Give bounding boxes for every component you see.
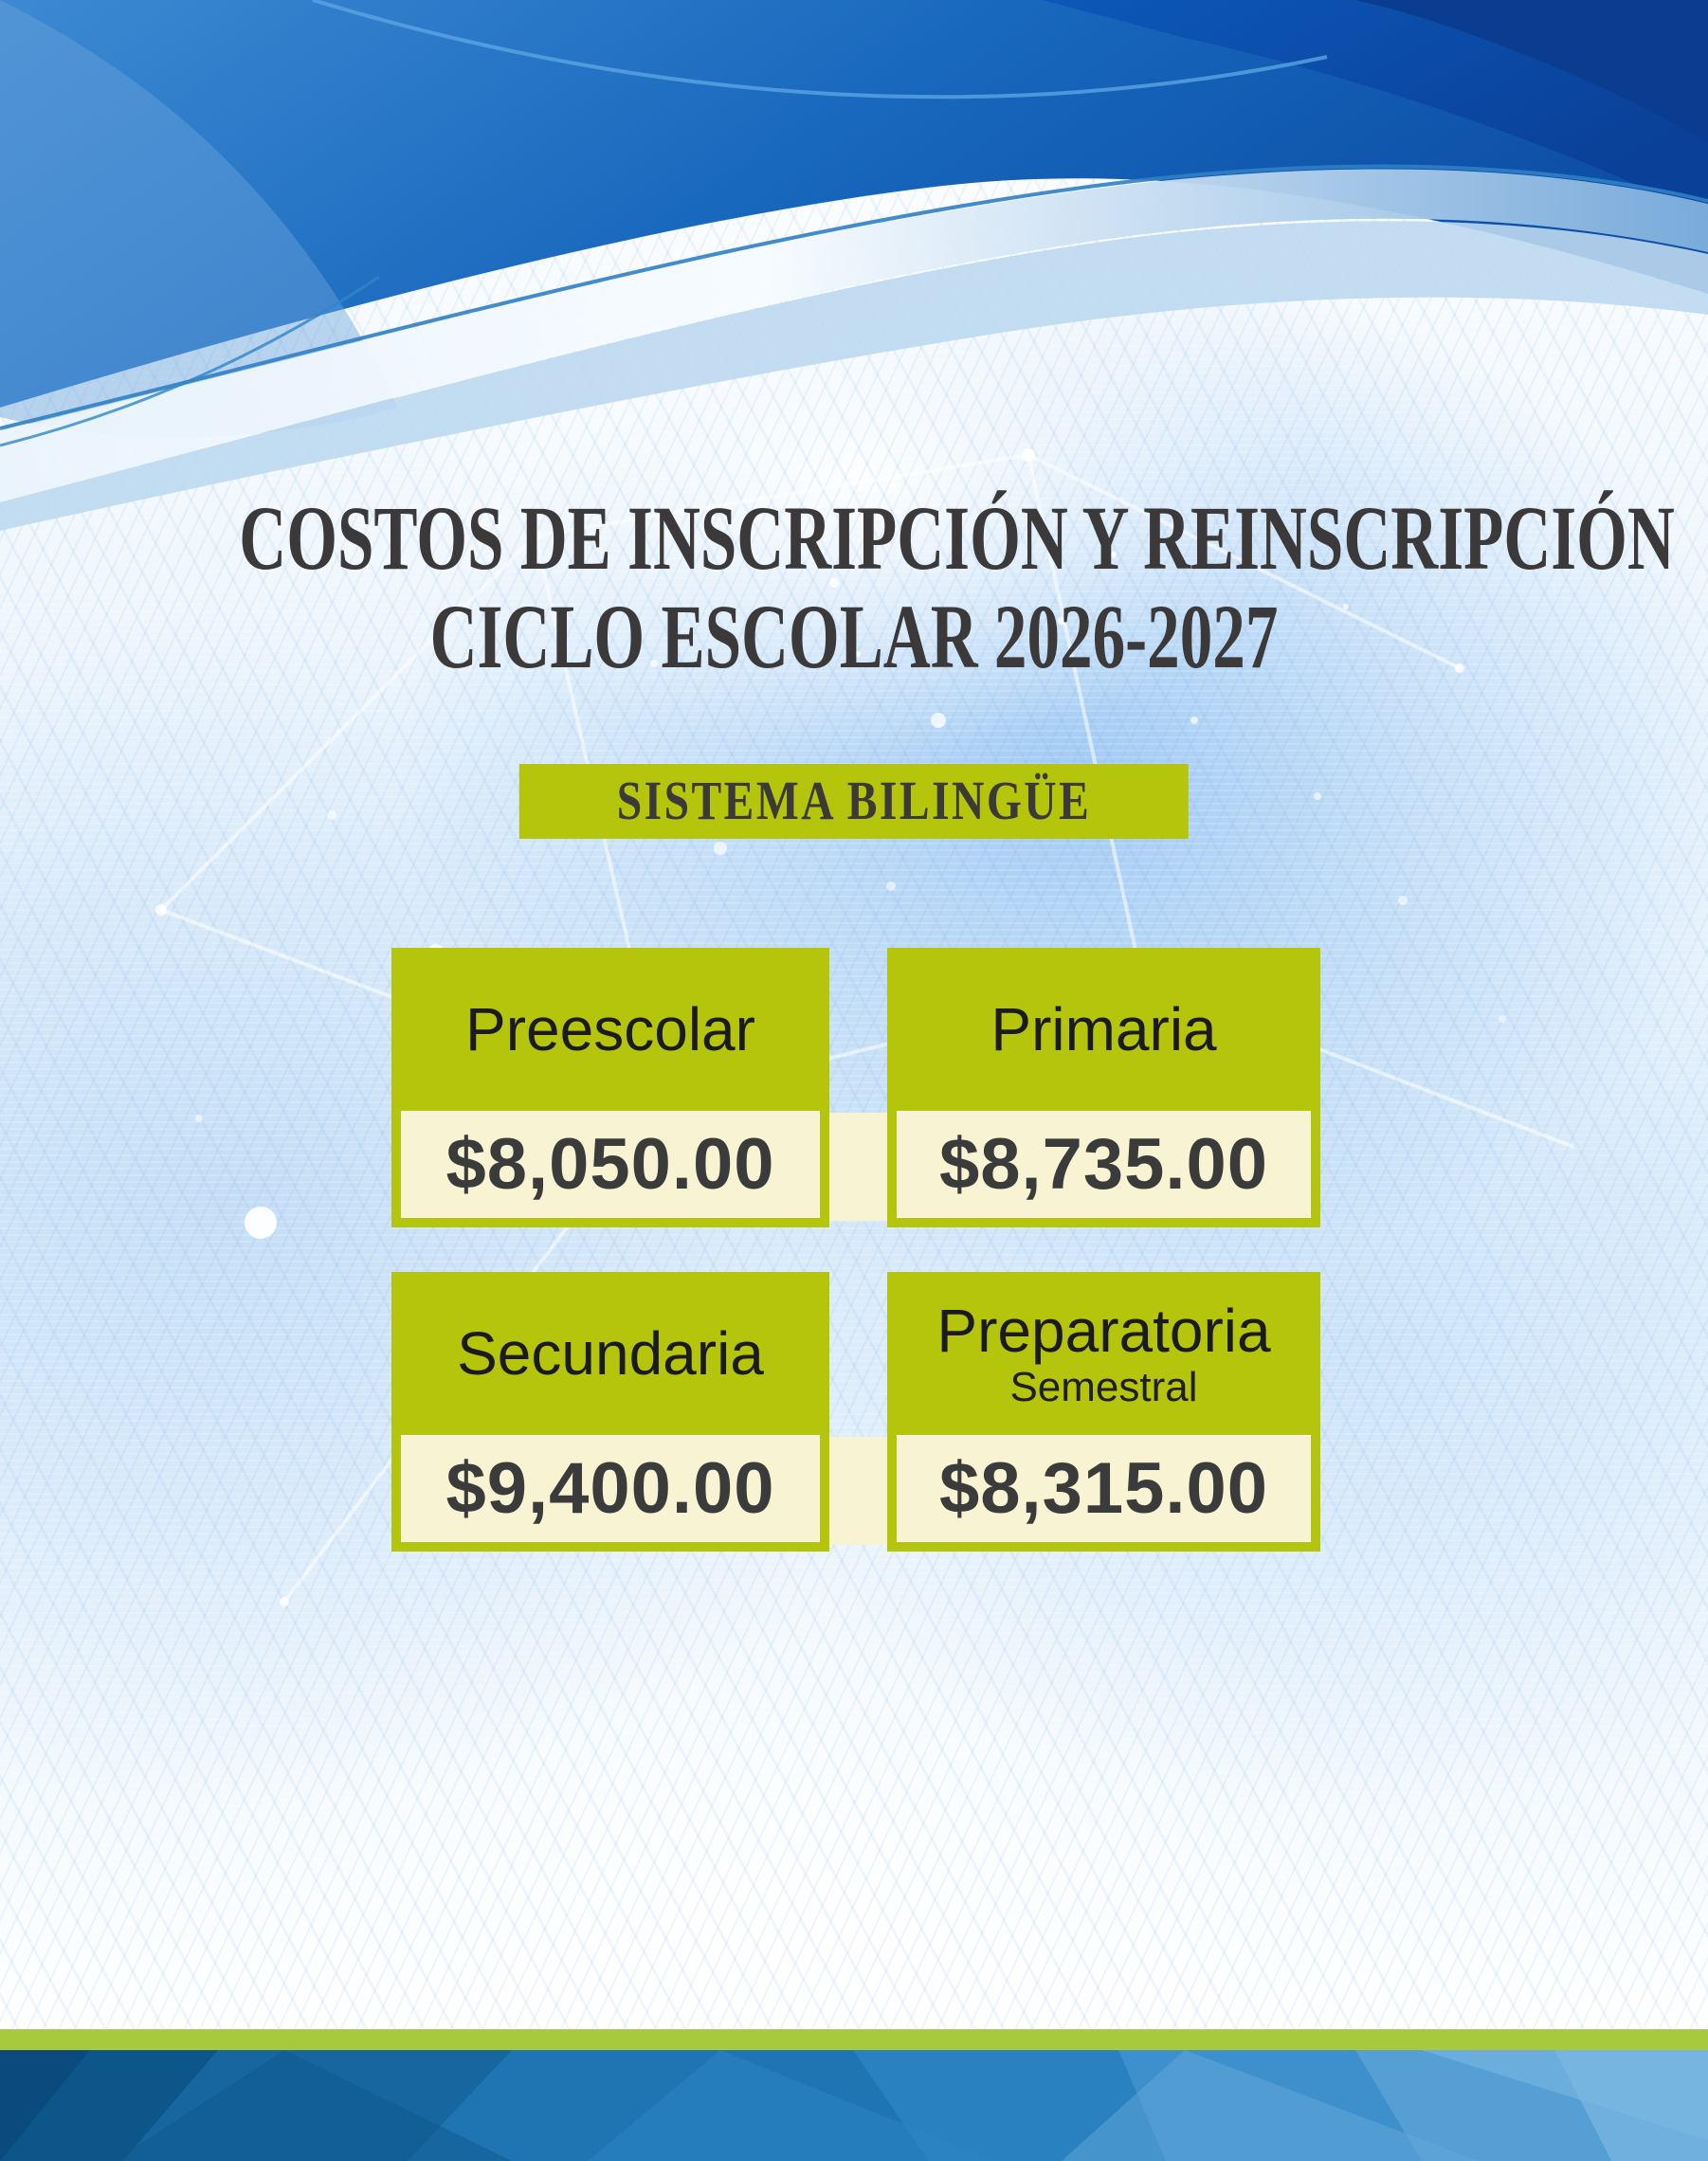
card-connector bbox=[817, 1113, 899, 1221]
card-price: $8,735.00 bbox=[938, 1124, 1269, 1205]
price-card-primaria: Primaria $8,735.00 bbox=[887, 948, 1320, 1227]
card-price: $8,315.00 bbox=[938, 1448, 1269, 1529]
card-sublabel: Semestral bbox=[1009, 1364, 1198, 1411]
card-header: Secundaria bbox=[391, 1272, 829, 1435]
card-label: Preescolar bbox=[465, 994, 755, 1063]
page-title: COSTOS DE INSCRIPCIÓN Y REINSCRIPCIÓN CI… bbox=[0, 489, 1708, 685]
card-header: Preescolar bbox=[391, 948, 829, 1111]
card-label: Primaria bbox=[990, 994, 1217, 1063]
card-price: $9,400.00 bbox=[445, 1448, 775, 1529]
price-card-preescolar: Preescolar $8,050.00 bbox=[391, 948, 829, 1227]
card-header: Preparatoria Semestral bbox=[887, 1272, 1320, 1435]
title-line-1: COSTOS DE INSCRIPCIÓN Y REINSCRIPCIÓN bbox=[239, 487, 1675, 590]
card-header: Primaria bbox=[887, 948, 1320, 1111]
card-price: $8,050.00 bbox=[445, 1124, 775, 1205]
system-badge-label: SISTEMA BILINGÜE bbox=[616, 770, 1092, 831]
card-connector bbox=[817, 1437, 899, 1545]
banner-wave-graphic bbox=[0, 0, 1708, 531]
card-price-panel: $8,050.00 bbox=[401, 1111, 820, 1218]
footer-polygon-graphic bbox=[0, 2050, 1708, 2161]
title-line-2: CICLO ESCOLAR 2026-2027 bbox=[429, 585, 1279, 687]
card-price-panel: $9,400.00 bbox=[401, 1435, 820, 1542]
green-divider-band bbox=[0, 2029, 1708, 2050]
card-price-panel: $8,315.00 bbox=[897, 1435, 1311, 1542]
card-label: Preparatoria bbox=[936, 1296, 1271, 1365]
price-card-secundaria: Secundaria $9,400.00 bbox=[391, 1272, 829, 1552]
system-badge: SISTEMA BILINGÜE bbox=[518, 764, 1190, 839]
card-price-panel: $8,735.00 bbox=[897, 1111, 1311, 1218]
card-label: Secundaria bbox=[457, 1318, 764, 1388]
price-card-preparatoria: Preparatoria Semestral $8,315.00 bbox=[887, 1272, 1320, 1552]
